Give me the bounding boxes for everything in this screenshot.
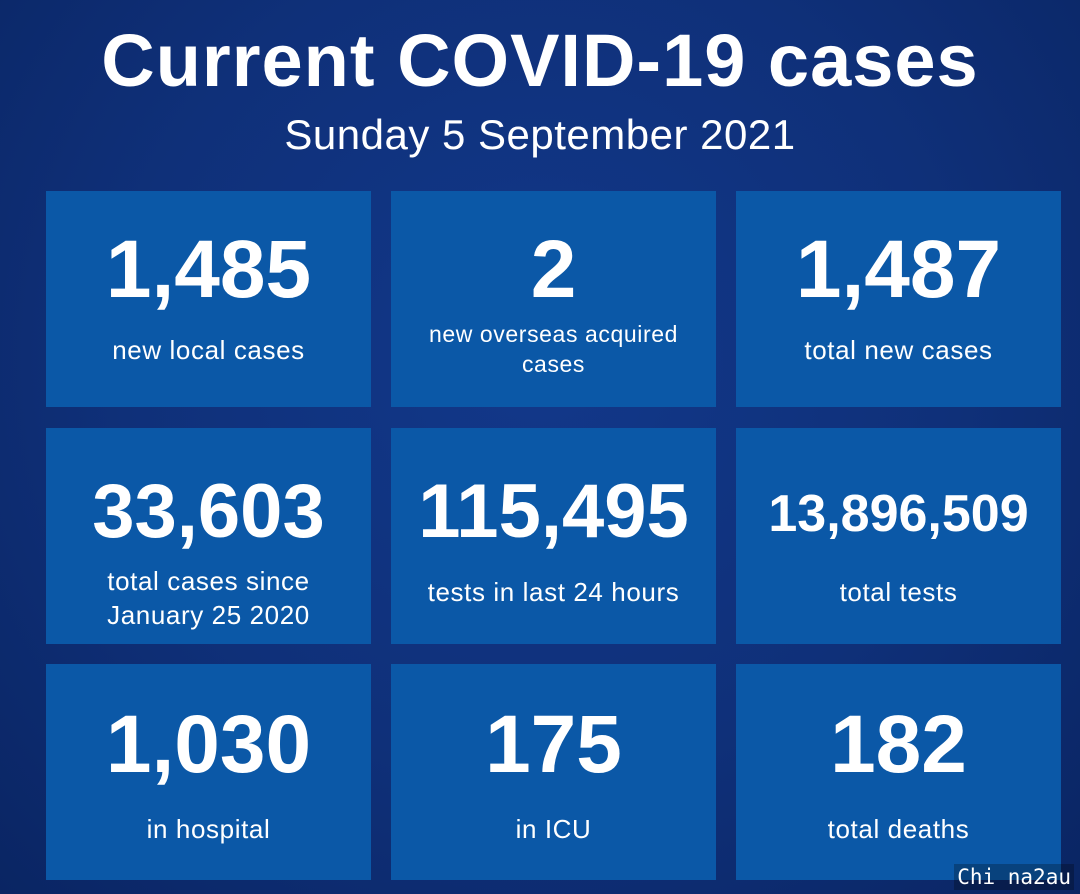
stat-label: in hospital — [146, 814, 271, 844]
stat-label: new overseas acquired cases — [428, 321, 679, 377]
tile-total-cases: 33,603 total cases since January 25 2020 — [46, 428, 371, 644]
tile-new-overseas-cases: 2 new overseas acquired cases — [391, 191, 716, 407]
watermark: Chi na2au — [954, 864, 1074, 890]
stat-value: 1,030 — [105, 699, 312, 790]
stat-label: total deaths — [827, 814, 970, 844]
tile-in-icu: 175 in ICU — [391, 664, 716, 880]
tile-total-new-cases: 1,487 total new cases — [736, 191, 1061, 407]
stat-value: 115,495 — [418, 469, 689, 554]
stat-label: total cases since January 25 2020 — [107, 566, 310, 630]
stat-value: 175 — [485, 699, 622, 790]
tile-in-hospital: 1,030 in hospital — [46, 664, 371, 880]
stat-value: 2 — [530, 224, 577, 315]
stat-label: total new cases — [804, 335, 993, 365]
stat-label: total tests — [839, 577, 958, 607]
stat-label: tests in last 24 hours — [427, 577, 680, 607]
page-subtitle: Sunday 5 September 2021 — [284, 111, 796, 158]
stat-value: 1,487 — [795, 224, 1002, 315]
tile-total-deaths: 182 total deaths — [736, 664, 1061, 880]
tile-tests-last-24-hours: 115,495 tests in last 24 hours — [391, 428, 716, 644]
stat-value: 182 — [830, 699, 967, 790]
stat-value: 33,603 — [92, 469, 325, 554]
tile-new-local-cases: 1,485 new local cases — [46, 191, 371, 407]
page-title: Current COVID-19 cases — [101, 19, 979, 102]
stat-value: 13,896,509 — [768, 485, 1029, 543]
stat-value: 1,485 — [105, 224, 312, 315]
stat-label: in ICU — [515, 814, 592, 844]
tile-total-tests: 13,896,509 total tests — [736, 428, 1061, 644]
stat-label: new local cases — [112, 335, 305, 365]
